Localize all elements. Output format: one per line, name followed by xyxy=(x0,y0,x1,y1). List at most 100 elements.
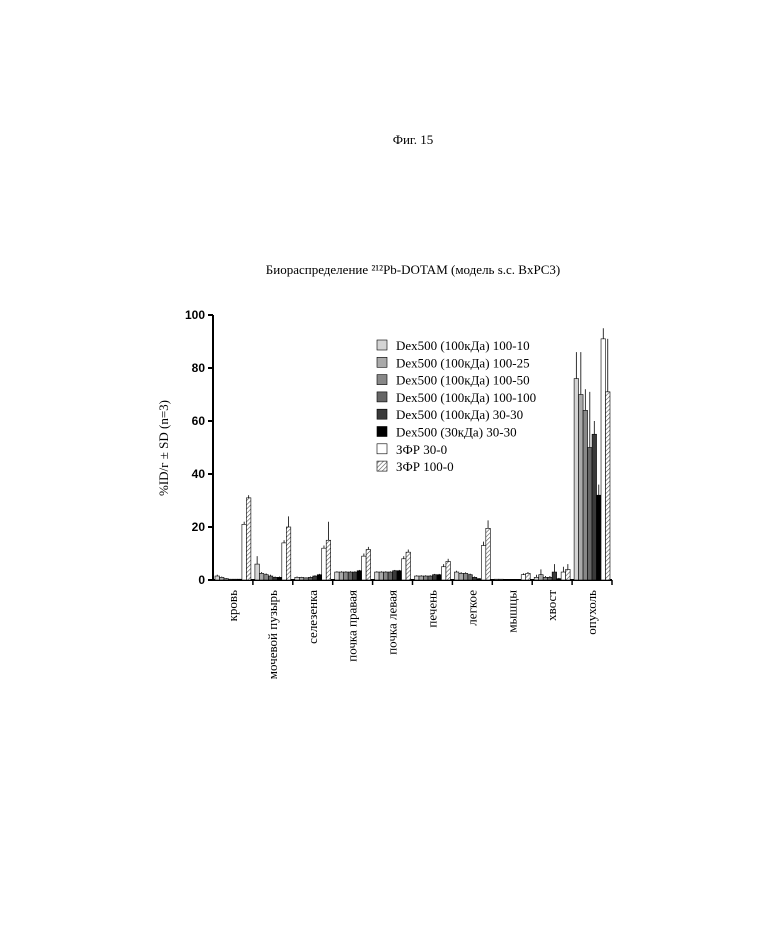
bar xyxy=(344,572,348,580)
bar xyxy=(402,559,406,580)
bar xyxy=(246,498,250,580)
legend-swatch xyxy=(377,340,387,350)
bar xyxy=(264,575,268,580)
bar xyxy=(539,575,543,580)
bar xyxy=(362,556,366,580)
bar xyxy=(503,579,507,580)
bar xyxy=(215,576,219,580)
bar xyxy=(561,572,565,580)
bar xyxy=(237,579,241,580)
legend-label: Dex500 (100кДа) 30-30 xyxy=(396,407,523,422)
legend-label: ЗФР 30-0 xyxy=(396,442,447,457)
bar xyxy=(477,579,481,580)
bar xyxy=(534,577,538,580)
bar xyxy=(486,528,490,580)
legend-swatch xyxy=(377,427,387,437)
bar xyxy=(574,379,578,580)
bar xyxy=(428,576,432,580)
bar xyxy=(441,567,445,580)
bar xyxy=(459,573,463,580)
legend-swatch xyxy=(377,357,387,367)
bar xyxy=(526,573,530,580)
bar xyxy=(481,546,485,580)
legend-label: ЗФР 100-0 xyxy=(396,459,454,474)
bar xyxy=(397,571,401,580)
legend-label: Dex500 (100кДа) 100-50 xyxy=(396,373,530,388)
legend-label: Dex500 (30кДа) 30-30 xyxy=(396,425,517,440)
y-tick-label: 80 xyxy=(192,361,206,375)
bar xyxy=(384,572,388,580)
bar xyxy=(415,576,419,580)
bar xyxy=(219,577,223,580)
y-tick-label: 40 xyxy=(192,467,206,481)
legend-label: Dex500 (100кДа) 100-10 xyxy=(396,338,530,353)
legend-label: Dex500 (100кДа) 100-100 xyxy=(396,390,536,405)
bar xyxy=(517,579,521,580)
bar xyxy=(322,548,326,580)
bar xyxy=(597,495,601,580)
bar xyxy=(552,572,556,580)
bar xyxy=(548,577,552,580)
bar xyxy=(521,575,525,580)
x-tick-label: почка левая xyxy=(385,590,400,655)
bar xyxy=(366,550,370,580)
bar xyxy=(437,575,441,580)
bar xyxy=(583,410,587,580)
bar xyxy=(543,577,547,580)
bar xyxy=(228,579,232,580)
bar xyxy=(512,579,516,580)
bar xyxy=(454,572,458,580)
x-tick-label: легкое xyxy=(464,590,479,626)
x-tick-label: мышцы xyxy=(504,590,519,633)
bar xyxy=(592,434,596,580)
bar xyxy=(357,571,361,580)
bar xyxy=(259,573,263,580)
x-tick-label: почка правая xyxy=(345,590,360,662)
legend-swatch xyxy=(377,444,387,454)
bar xyxy=(557,579,561,580)
bar xyxy=(326,540,330,580)
x-tick-label: опухоль xyxy=(584,590,599,635)
bar xyxy=(468,575,472,580)
bar xyxy=(242,524,246,580)
y-tick-label: 100 xyxy=(185,308,205,322)
x-tick-label: хвост xyxy=(544,590,559,621)
background xyxy=(0,0,780,921)
bar xyxy=(388,572,392,580)
bar xyxy=(579,395,583,581)
bar xyxy=(472,577,476,580)
bar xyxy=(406,552,410,580)
y-tick-label: 60 xyxy=(192,414,206,428)
x-tick-label: мочевой пузырь xyxy=(265,590,280,679)
bar xyxy=(494,579,498,580)
bar xyxy=(588,448,592,581)
bar xyxy=(601,339,605,580)
bar xyxy=(282,543,286,580)
y-tick-label: 20 xyxy=(192,520,206,534)
bar xyxy=(277,577,281,580)
bar xyxy=(353,572,357,580)
legend-swatch xyxy=(377,409,387,419)
bar xyxy=(348,572,352,580)
bar xyxy=(273,577,277,580)
y-tick-label: 0 xyxy=(198,573,205,587)
figure-label: Фиг. 15 xyxy=(393,132,434,147)
bar xyxy=(299,577,303,580)
bar xyxy=(463,573,467,580)
bar xyxy=(295,577,299,580)
bar xyxy=(335,572,339,580)
legend-swatch xyxy=(377,461,387,471)
legend-label: Dex500 (100кДа) 100-25 xyxy=(396,355,530,370)
bar xyxy=(432,575,436,580)
bar xyxy=(393,571,397,580)
bar xyxy=(233,579,237,580)
bar xyxy=(339,572,343,580)
x-tick-label: селезенка xyxy=(305,590,320,644)
bar xyxy=(508,579,512,580)
bar xyxy=(255,564,259,580)
bar xyxy=(566,569,570,580)
bar xyxy=(308,577,312,580)
bar xyxy=(268,576,272,580)
bar xyxy=(423,576,427,580)
bar xyxy=(224,579,228,580)
